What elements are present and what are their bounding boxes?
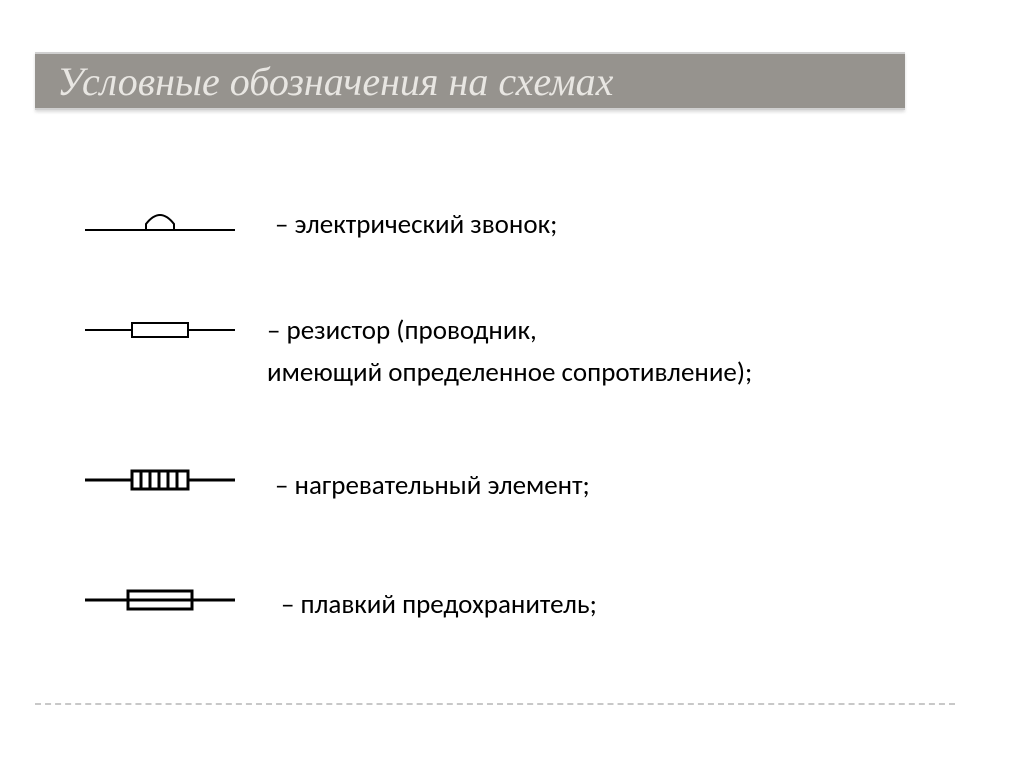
- legend-row-resistor: – резистор (проводник, имеющий определен…: [75, 310, 752, 394]
- fuse-icon: [75, 580, 245, 620]
- heater-icon: [75, 460, 245, 500]
- title-bar: Условные обозначения на схемах: [35, 52, 905, 110]
- resistor-label-1: – резистор (проводник,: [267, 310, 752, 352]
- resistor-label-2: имеющий определенное сопротивление);: [267, 352, 752, 394]
- legend-row-heater: – нагревательный элемент;: [75, 460, 590, 507]
- bell-icon: [75, 200, 245, 240]
- bottom-divider: [35, 703, 955, 705]
- heater-label: – нагревательный элемент;: [275, 465, 590, 507]
- resistor-icon: [75, 310, 245, 350]
- legend-row-bell: – электрический звонок;: [75, 200, 557, 246]
- bell-label: – электрический звонок;: [275, 204, 557, 246]
- page-title: Условные обозначения на схемах: [57, 58, 613, 105]
- legend-row-fuse: – плавкий предохранитель;: [75, 580, 597, 626]
- fuse-label: – плавкий предохранитель;: [281, 584, 597, 626]
